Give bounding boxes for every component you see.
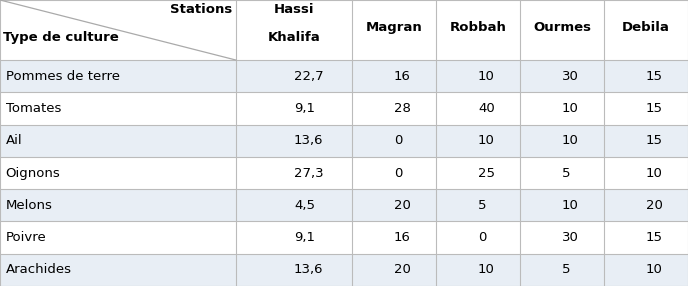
Text: 10: 10	[478, 134, 495, 147]
Text: Debila: Debila	[622, 21, 670, 34]
Text: 0: 0	[478, 231, 486, 244]
Text: Hassi: Hassi	[274, 3, 314, 16]
Text: Type de culture: Type de culture	[3, 31, 119, 44]
Text: Ourmes: Ourmes	[533, 21, 591, 34]
Text: Oignons: Oignons	[6, 166, 61, 180]
Bar	[0, 254, 688, 286]
Text: 15: 15	[646, 134, 663, 147]
Text: 15: 15	[646, 70, 663, 83]
Text: 0: 0	[394, 134, 402, 147]
Text: 27,3: 27,3	[294, 166, 323, 180]
Text: 10: 10	[646, 263, 663, 276]
Text: 9,1: 9,1	[294, 102, 315, 115]
Text: 13,6: 13,6	[294, 134, 323, 147]
Text: 10: 10	[562, 134, 579, 147]
Text: 15: 15	[646, 231, 663, 244]
Text: 10: 10	[478, 263, 495, 276]
Text: 28: 28	[394, 102, 411, 115]
Text: 15: 15	[646, 102, 663, 115]
Bar	[0, 125, 688, 157]
Text: Pommes de terre: Pommes de terre	[6, 70, 120, 83]
Text: 16: 16	[394, 70, 411, 83]
Text: 5: 5	[562, 263, 570, 276]
Text: 22,7: 22,7	[294, 70, 323, 83]
Text: 20: 20	[646, 199, 663, 212]
Text: 5: 5	[562, 166, 570, 180]
Bar	[0, 0, 688, 60]
Text: 20: 20	[394, 199, 411, 212]
Text: 10: 10	[562, 199, 579, 212]
Text: Magran: Magran	[365, 21, 422, 34]
Text: Melons: Melons	[6, 199, 52, 212]
Text: 20: 20	[394, 263, 411, 276]
Text: 30: 30	[562, 231, 579, 244]
Text: 16: 16	[394, 231, 411, 244]
Text: 0: 0	[394, 166, 402, 180]
Text: Tomates: Tomates	[6, 102, 61, 115]
Text: Poivre: Poivre	[6, 231, 46, 244]
Text: Arachides: Arachides	[6, 263, 72, 276]
Bar	[0, 92, 688, 125]
Bar	[0, 221, 688, 254]
Bar	[0, 60, 688, 92]
Text: 25: 25	[478, 166, 495, 180]
Text: Ail: Ail	[6, 134, 22, 147]
Text: 4,5: 4,5	[294, 199, 315, 212]
Text: Robbah: Robbah	[449, 21, 506, 34]
Text: 9,1: 9,1	[294, 231, 315, 244]
Text: 40: 40	[478, 102, 495, 115]
Text: Khalifa: Khalifa	[268, 31, 321, 44]
Text: 13,6: 13,6	[294, 263, 323, 276]
Text: 10: 10	[562, 102, 579, 115]
Text: 10: 10	[646, 166, 663, 180]
Text: Stations: Stations	[171, 3, 233, 16]
Text: 5: 5	[478, 199, 486, 212]
Text: 30: 30	[562, 70, 579, 83]
Bar	[0, 157, 688, 189]
Text: 10: 10	[478, 70, 495, 83]
Bar	[0, 189, 688, 221]
